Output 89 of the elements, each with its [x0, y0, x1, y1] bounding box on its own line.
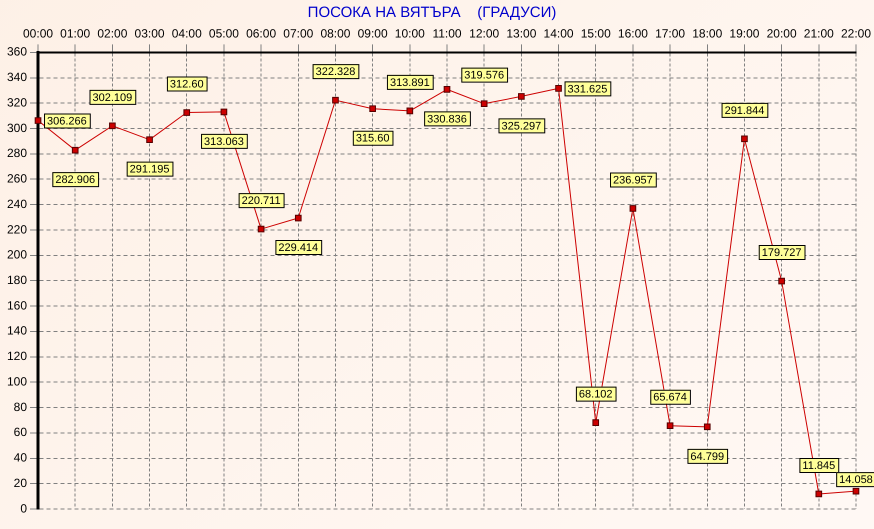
x-tick-label: 05:00	[208, 26, 240, 41]
point	[852, 488, 860, 494]
point	[109, 122, 116, 130]
data-label: 14.058	[839, 474, 873, 486]
data-label: 236.957	[613, 174, 653, 186]
x-tick-label: 14:00	[544, 26, 574, 41]
point	[592, 419, 600, 426]
point	[741, 136, 748, 142]
x-tick-label: 06:00	[246, 26, 276, 41]
data-label: 306.266	[47, 116, 87, 128]
point	[258, 226, 264, 232]
point	[34, 117, 42, 124]
y-tick-label: 40	[14, 450, 28, 465]
x-tick-label: 02:00	[97, 26, 128, 41]
x-tick-label: 17:00	[655, 26, 686, 41]
x-tick-label: 12:00	[469, 26, 500, 41]
x-tick-label: 01:00	[60, 26, 91, 41]
point	[220, 108, 228, 116]
chart-title: ПОСОКА НА ВЯТЪРА (ГРАДУСИ)	[308, 4, 556, 22]
point	[369, 105, 376, 112]
data-label: 319.576	[464, 70, 504, 82]
x-tick-label: 10:00	[394, 26, 426, 41]
x-tick-label: 19:00	[729, 26, 760, 41]
point	[666, 422, 674, 430]
point	[630, 205, 636, 212]
x-tick-label: 08:00	[320, 26, 351, 41]
x-tick-label: 07:00	[283, 26, 314, 41]
y-tick-label: 80	[14, 400, 28, 414]
x-tick-label: 16:00	[618, 26, 648, 41]
point	[294, 214, 302, 222]
point	[406, 108, 414, 114]
data-label: 313.063	[204, 136, 244, 148]
y-tick-label: 220	[6, 222, 28, 236]
point	[183, 109, 190, 116]
y-tick-label: 300	[6, 120, 28, 135]
point	[704, 423, 711, 430]
y-tick-label: 240	[6, 196, 28, 211]
y-tick-label: 360	[6, 44, 28, 59]
y-tick-label: 340	[6, 70, 28, 84]
x-tick-label: 04:00	[172, 26, 202, 41]
data-label: 68.102	[578, 388, 613, 401]
x-tick-label: 15:00	[580, 26, 612, 41]
data-label: 291.195	[130, 164, 170, 176]
point	[555, 85, 562, 92]
y-tick-label: 120	[6, 349, 28, 364]
y-tick-label: 100	[6, 374, 28, 388]
point	[778, 278, 785, 284]
y-tick-label: 280	[6, 146, 28, 160]
data-label: 229.414	[278, 242, 318, 254]
y-tick-label: 180	[6, 273, 28, 288]
y-tick-label: 140	[6, 324, 28, 338]
data-label: 312.60	[170, 78, 204, 91]
data-label: 291.844	[724, 104, 764, 117]
y-tick-label: 60	[14, 425, 28, 440]
point	[480, 100, 488, 107]
y-tick-label: 200	[6, 248, 28, 262]
data-label: 65.674	[653, 392, 687, 404]
data-label: 302.109	[92, 92, 132, 104]
x-tick-label: 11:00	[432, 26, 462, 41]
data-label: 325.297	[501, 120, 542, 132]
data-label: 179.727	[762, 247, 802, 260]
y-tick-label: 20	[14, 476, 28, 490]
data-label: 11.845	[802, 460, 836, 472]
data-label: 64.799	[690, 450, 724, 463]
x-tick-label: 22:00	[840, 26, 872, 41]
y-tick-label: 0	[20, 501, 28, 516]
point	[444, 86, 450, 93]
data-label: 220.711	[242, 195, 281, 208]
x-tick-label: 21:00	[804, 26, 834, 41]
data-label: 331.625	[568, 83, 608, 96]
x-tick-label: 13:00	[506, 26, 537, 41]
x-tick-label: 03:00	[134, 26, 165, 41]
point	[332, 96, 339, 104]
data-label: 330.836	[427, 113, 467, 126]
x-tick-label: 18:00	[692, 26, 723, 41]
data-label: 282.906	[55, 174, 96, 186]
point	[518, 93, 525, 100]
point	[815, 490, 822, 498]
x-tick-label: 20:00	[766, 26, 797, 41]
point	[72, 146, 79, 154]
y-tick-label: 160	[6, 298, 28, 312]
x-tick-label: 09:00	[358, 26, 388, 41]
data-label: 315.60	[356, 132, 390, 145]
data-label: 322.328	[316, 66, 356, 78]
data-label: 313.891	[390, 76, 430, 89]
y-tick-label: 320	[6, 95, 28, 110]
x-tick-label: 00:00	[23, 26, 54, 41]
point	[146, 136, 153, 143]
y-tick-label: 260	[6, 172, 28, 186]
